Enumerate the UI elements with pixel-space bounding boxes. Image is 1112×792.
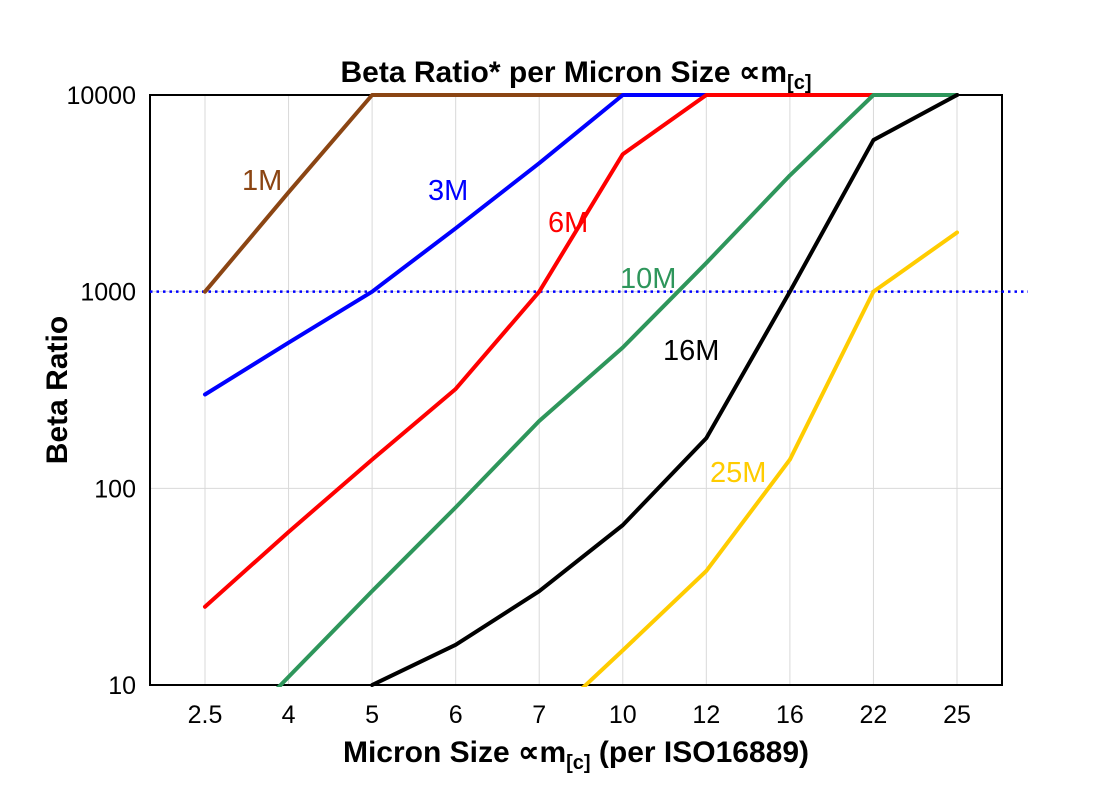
- series-label-10M: 10M: [620, 263, 676, 295]
- x-tick-label: 22: [860, 701, 888, 729]
- series-label-25M: 25M: [710, 457, 766, 489]
- x-tick-label: 2.5: [188, 701, 223, 729]
- y-axis-title: Beta Ratio: [41, 315, 74, 465]
- series-line-6M: [203, 93, 959, 609]
- x-axis-title-suffix: (per ISO16889): [590, 736, 810, 769]
- y-tick-label: 10000: [66, 82, 136, 110]
- series-label-1M: 1M: [242, 165, 282, 197]
- x-tick-label: 25: [943, 701, 971, 729]
- y-tick-label: 100: [94, 475, 136, 503]
- x-tick-label: 7: [532, 701, 546, 729]
- series-line-16M: [370, 93, 959, 687]
- x-tick-label: 4: [282, 701, 296, 729]
- y-tick-label: 1000: [80, 279, 136, 307]
- x-tick-label: 16: [776, 701, 804, 729]
- x-tick-label: 12: [692, 701, 720, 729]
- x-tick-label: 10: [609, 701, 637, 729]
- series-label-6M: 6M: [548, 207, 588, 239]
- x-axis-title: Micron Size ∝m[c] (per ISO16889): [150, 735, 1002, 774]
- y-tick-label: 10: [108, 672, 136, 700]
- x-axis-title-text: Micron Size ∝m: [342, 736, 567, 769]
- series-line-10M: [275, 93, 959, 687]
- chart-title: Beta Ratio* per Micron Size ∝m[c]: [150, 55, 1002, 94]
- chart-title-text: Beta Ratio* per Micron Size ∝m: [340, 56, 788, 89]
- x-axis-title-subscript: [c]: [566, 752, 591, 774]
- series-label-3M: 3M: [428, 175, 468, 207]
- series-line-25M: [580, 230, 959, 687]
- chart-title-subscript: [c]: [787, 72, 812, 94]
- x-tick-label: 6: [449, 701, 463, 729]
- series-label-16M: 16M: [663, 335, 719, 367]
- x-tick-label: 5: [365, 701, 379, 729]
